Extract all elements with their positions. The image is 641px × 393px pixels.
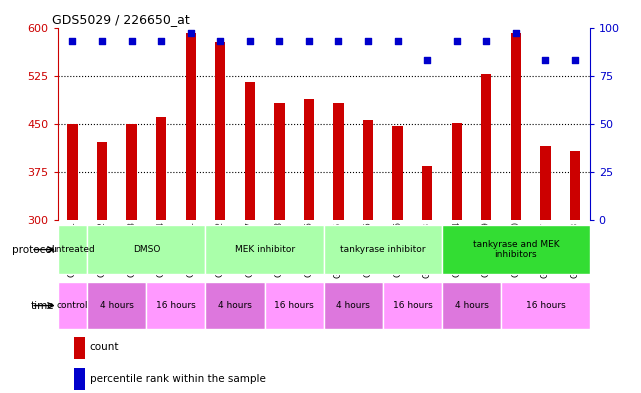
Point [156,38,166,44]
Text: DMSO: DMSO [133,245,160,254]
Bar [156,117,166,220]
Bar [274,103,285,220]
Text: protocol: protocol [12,244,54,255]
Point [97,38,107,44]
Text: 4 hours: 4 hours [100,301,134,310]
Point [67,38,78,44]
Text: 16 hours: 16 hours [526,301,565,310]
Point [186,30,196,37]
Bar [215,42,226,220]
Bar [245,82,255,220]
Text: 16 hours: 16 hours [274,301,314,310]
Text: 4 hours: 4 hours [218,301,252,310]
Bar [265,282,324,329]
Bar [185,33,196,220]
Bar [324,282,383,329]
Point [304,38,314,44]
Text: 16 hours: 16 hours [156,301,196,310]
Bar [392,126,403,220]
Text: 4 hours: 4 hours [454,301,488,310]
Bar [422,165,432,220]
Point [540,57,551,63]
Bar [146,282,206,329]
Point [451,38,462,44]
Bar [501,282,590,329]
Text: time: time [31,301,54,310]
Text: GDS5029 / 226650_at: GDS5029 / 226650_at [53,13,190,26]
Point [392,38,403,44]
Point [481,38,492,44]
Bar [451,123,462,220]
Bar [74,369,85,390]
Text: MEK inhibitor: MEK inhibitor [235,245,295,254]
Text: 4 hours: 4 hours [337,301,370,310]
Bar [206,282,265,329]
Bar [206,225,324,274]
Text: count: count [90,342,119,353]
Text: tankyrase inhibitor: tankyrase inhibitor [340,245,426,254]
Text: 16 hours: 16 hours [392,301,432,310]
Bar [333,103,344,220]
Text: control: control [56,301,88,310]
Text: untreated: untreated [50,245,95,254]
Bar [304,99,314,220]
Point [511,30,521,37]
Text: percentile rank within the sample: percentile rank within the sample [90,374,265,384]
Bar [58,225,87,274]
Bar [58,282,87,329]
Bar [511,33,521,220]
Bar [87,282,146,329]
Bar [87,225,206,274]
Bar [442,225,590,274]
Point [274,38,285,44]
Bar [570,151,580,220]
Bar [363,120,373,220]
Point [422,57,432,63]
Bar [324,225,442,274]
Point [333,38,344,44]
Point [126,38,137,44]
Point [363,38,373,44]
Point [245,38,255,44]
Bar [383,282,442,329]
Bar [442,282,501,329]
Bar [126,125,137,220]
Bar [67,125,78,220]
Bar [540,146,551,220]
Point [570,57,580,63]
Bar [97,142,107,220]
Point [215,38,226,44]
Text: tankyrase and MEK
inhibitors: tankyrase and MEK inhibitors [472,240,559,259]
Bar [74,337,85,359]
Bar [481,74,492,220]
